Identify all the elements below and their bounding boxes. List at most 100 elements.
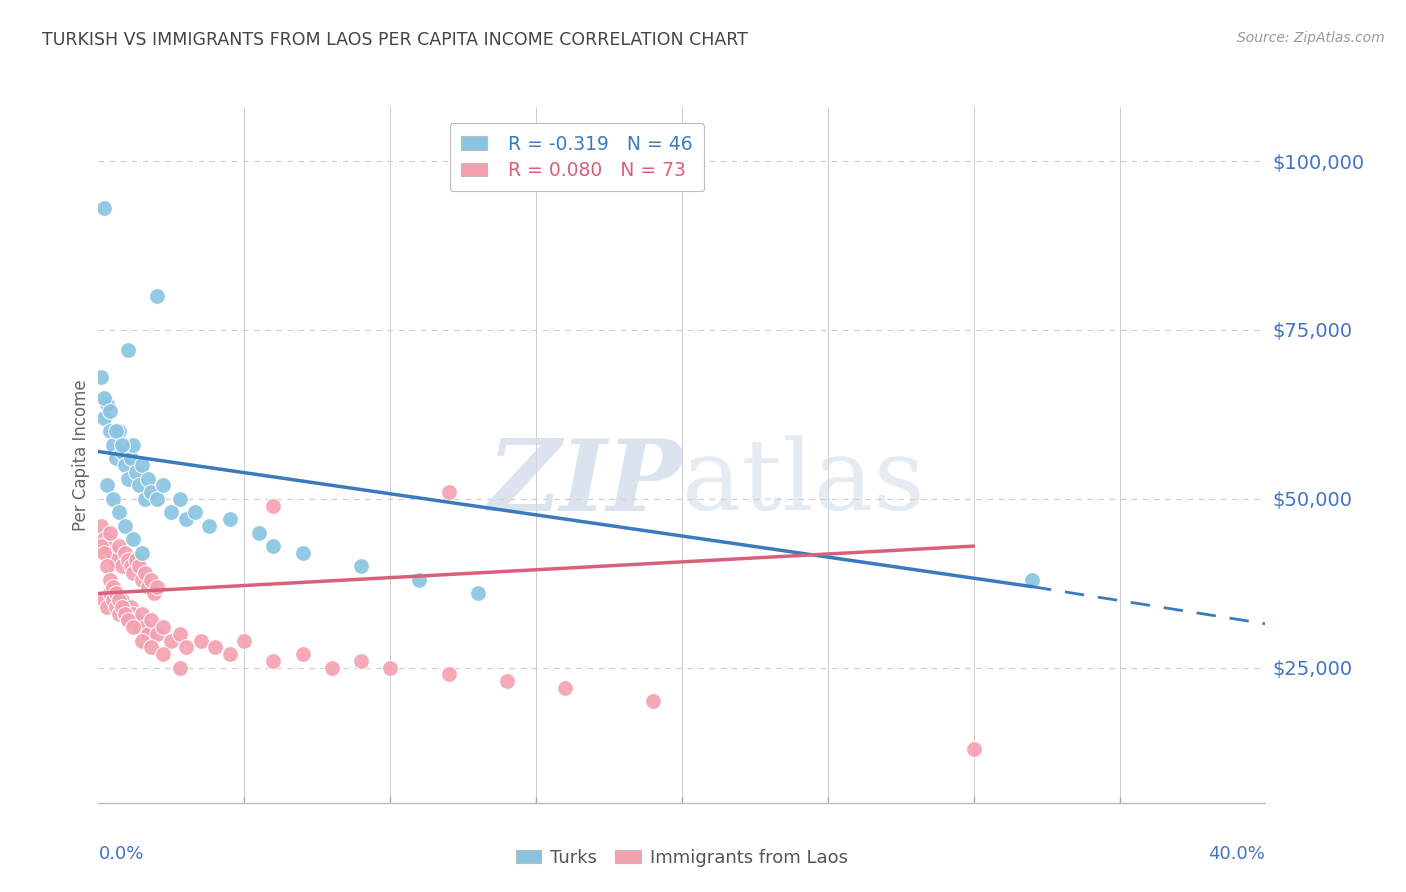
Point <box>90 519 112 533</box>
Point <box>96 599 118 614</box>
Point <box>128 559 150 574</box>
Point <box>146 580 169 594</box>
Point <box>291 647 314 661</box>
Point <box>108 607 131 621</box>
Point <box>125 552 148 566</box>
Point <box>98 404 121 418</box>
Point <box>122 620 145 634</box>
Point <box>139 573 162 587</box>
Point <box>247 525 270 540</box>
Point <box>131 607 153 621</box>
Point <box>139 640 162 655</box>
Point <box>114 607 136 621</box>
Point <box>174 640 197 655</box>
Point <box>120 599 142 614</box>
Point <box>111 593 134 607</box>
Point <box>96 478 118 492</box>
Point <box>350 654 373 668</box>
Point <box>183 505 205 519</box>
Point <box>169 627 191 641</box>
Point <box>378 661 402 675</box>
Point <box>111 599 134 614</box>
Point <box>104 586 127 600</box>
Point <box>321 661 343 675</box>
Text: TURKISH VS IMMIGRANTS FROM LAOS PER CAPITA INCOME CORRELATION CHART: TURKISH VS IMMIGRANTS FROM LAOS PER CAPI… <box>42 31 748 49</box>
Text: Source: ZipAtlas.com: Source: ZipAtlas.com <box>1237 31 1385 45</box>
Point <box>117 614 139 628</box>
Text: 40.0%: 40.0% <box>1209 845 1265 863</box>
Point <box>131 633 153 648</box>
Point <box>554 681 576 695</box>
Point <box>641 694 664 708</box>
Point <box>134 620 156 634</box>
Point <box>146 289 169 303</box>
Point <box>218 647 240 661</box>
Point <box>169 491 191 506</box>
Point <box>104 424 127 438</box>
Point <box>93 546 115 560</box>
Point <box>120 451 142 466</box>
Point <box>114 519 136 533</box>
Point <box>169 661 191 675</box>
Point <box>128 620 150 634</box>
Point <box>962 741 984 756</box>
Point <box>90 539 112 553</box>
Point <box>122 566 145 581</box>
Point <box>408 573 430 587</box>
Point <box>90 370 112 384</box>
Point <box>204 640 226 655</box>
Point <box>122 533 145 547</box>
Point <box>152 647 174 661</box>
Point <box>104 552 127 566</box>
Point <box>495 674 517 689</box>
Point <box>218 512 240 526</box>
Point <box>101 593 124 607</box>
Point <box>108 593 131 607</box>
Point <box>101 580 124 594</box>
Point <box>134 566 156 581</box>
Point <box>139 485 162 500</box>
Point <box>120 559 142 574</box>
Point <box>111 438 134 452</box>
Point <box>96 539 118 553</box>
Point <box>122 438 145 452</box>
Point <box>114 458 136 472</box>
Point <box>117 614 139 628</box>
Point <box>96 559 118 574</box>
Point <box>190 633 212 648</box>
Point <box>131 458 153 472</box>
Point <box>198 519 221 533</box>
Point <box>262 539 284 553</box>
Point <box>93 202 115 216</box>
Point <box>117 552 139 566</box>
Point <box>160 505 183 519</box>
Legend: Turks, Immigrants from Laos: Turks, Immigrants from Laos <box>509 841 855 874</box>
Point <box>136 627 159 641</box>
Point <box>93 593 115 607</box>
Point <box>117 343 139 358</box>
Point <box>98 424 121 438</box>
Text: atlas: atlas <box>682 435 925 531</box>
Point <box>93 391 115 405</box>
Point <box>111 559 134 574</box>
Point <box>125 465 148 479</box>
Point <box>160 633 183 648</box>
Point <box>104 451 127 466</box>
Point <box>142 586 165 600</box>
Point <box>108 539 131 553</box>
Point <box>291 546 314 560</box>
Text: ZIP: ZIP <box>486 434 682 531</box>
Point <box>152 620 174 634</box>
Point <box>136 472 159 486</box>
Text: 0.0%: 0.0% <box>98 845 143 863</box>
Y-axis label: Per Capita Income: Per Capita Income <box>72 379 90 531</box>
Point <box>146 491 169 506</box>
Point <box>136 580 159 594</box>
Point <box>98 525 121 540</box>
Point <box>174 512 197 526</box>
Point <box>117 472 139 486</box>
Point <box>262 654 284 668</box>
Point <box>101 438 124 452</box>
Point <box>131 546 153 560</box>
Point <box>437 485 460 500</box>
